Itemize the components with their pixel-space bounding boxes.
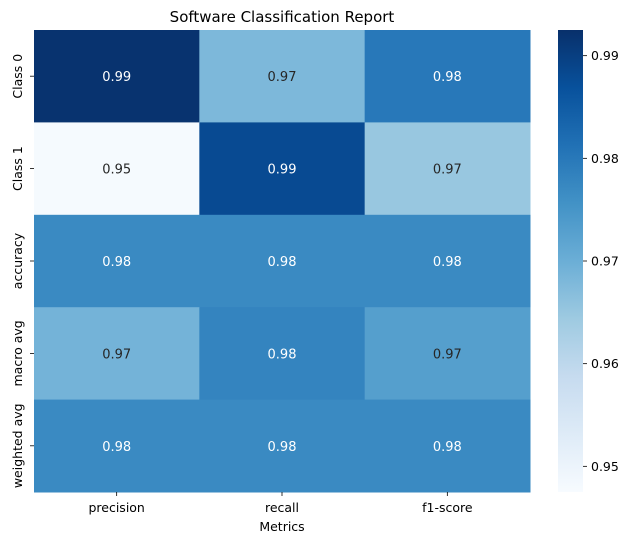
heatmap-cell	[364, 399, 531, 493]
colorbar-tick-label: 0.98	[591, 151, 619, 166]
cell-annotation: 0.95	[102, 163, 131, 178]
colorbar-gradient	[558, 30, 583, 492]
y-tick-label: Class 1	[10, 146, 25, 191]
heatmap-cell	[364, 122, 531, 216]
heatmap-cell	[199, 30, 366, 123]
heatmap-cell	[34, 307, 200, 401]
cell-annotation: 0.98	[268, 347, 297, 362]
heatmap-cells	[34, 30, 531, 493]
heatmap-cell	[199, 399, 366, 493]
cell-annotation: 0.98	[433, 255, 462, 270]
y-tick-label: weighted avg	[10, 403, 25, 488]
y-tick-label: macro avg	[10, 320, 25, 386]
x-tick-label: f1-score	[422, 500, 473, 515]
cell-annotation: 0.98	[268, 255, 297, 270]
heatmap-cell	[199, 122, 366, 216]
heatmap-cell	[364, 307, 531, 401]
y-tick-label: Class 0	[10, 54, 25, 99]
cell-annotation: 0.97	[433, 163, 462, 178]
heatmap-cell	[34, 30, 200, 123]
x-tick-label: precision	[88, 500, 144, 515]
x-axis-label: Metrics	[259, 519, 304, 534]
heatmap-cell	[364, 214, 531, 308]
cell-annotation: 0.98	[102, 255, 131, 270]
cell-annotations: 0.99 0.97 0.98 0.95 0.99 0.97 0.98 0.98 0.98 0.97…	[102, 70, 462, 455]
colorbar-tick-label: 0.96	[591, 356, 619, 371]
cell-annotation: 0.98	[433, 70, 462, 85]
heatmap-cell	[34, 122, 200, 216]
colorbar-tick-label: 0.97	[591, 254, 619, 269]
cell-annotation: 0.98	[268, 440, 297, 455]
cell-annotation: 0.99	[102, 70, 131, 85]
cell-annotation: 0.98	[102, 440, 131, 455]
heatmap-cell	[199, 307, 366, 401]
heatmap-cell	[199, 214, 366, 308]
y-axis-ticks: Class 0 Class 1 accuracy macro avg weighted …	[10, 54, 34, 488]
colorbar-tick-label: 0.99	[591, 48, 619, 63]
x-tick-label: recall	[265, 500, 299, 515]
cell-annotation: 0.97	[268, 70, 297, 85]
heatmap-cell	[34, 399, 200, 493]
x-axis-ticks: precision recall f1-score	[88, 492, 473, 515]
heatmap-cell	[364, 30, 531, 123]
colorbar	[558, 30, 583, 492]
chart-title: Software Classification Report	[170, 8, 395, 26]
cell-annotation: 0.98	[433, 440, 462, 455]
cell-annotation: 0.97	[102, 347, 131, 362]
y-tick-label: accuracy	[10, 232, 25, 289]
cell-annotation: 0.97	[433, 347, 462, 362]
colorbar-ticks: 0.95 0.96 0.97 0.98 0.99	[583, 48, 619, 474]
colorbar-tick-label: 0.95	[591, 459, 619, 474]
cell-annotation: 0.99	[268, 163, 297, 178]
heatmap-cell	[34, 214, 200, 308]
